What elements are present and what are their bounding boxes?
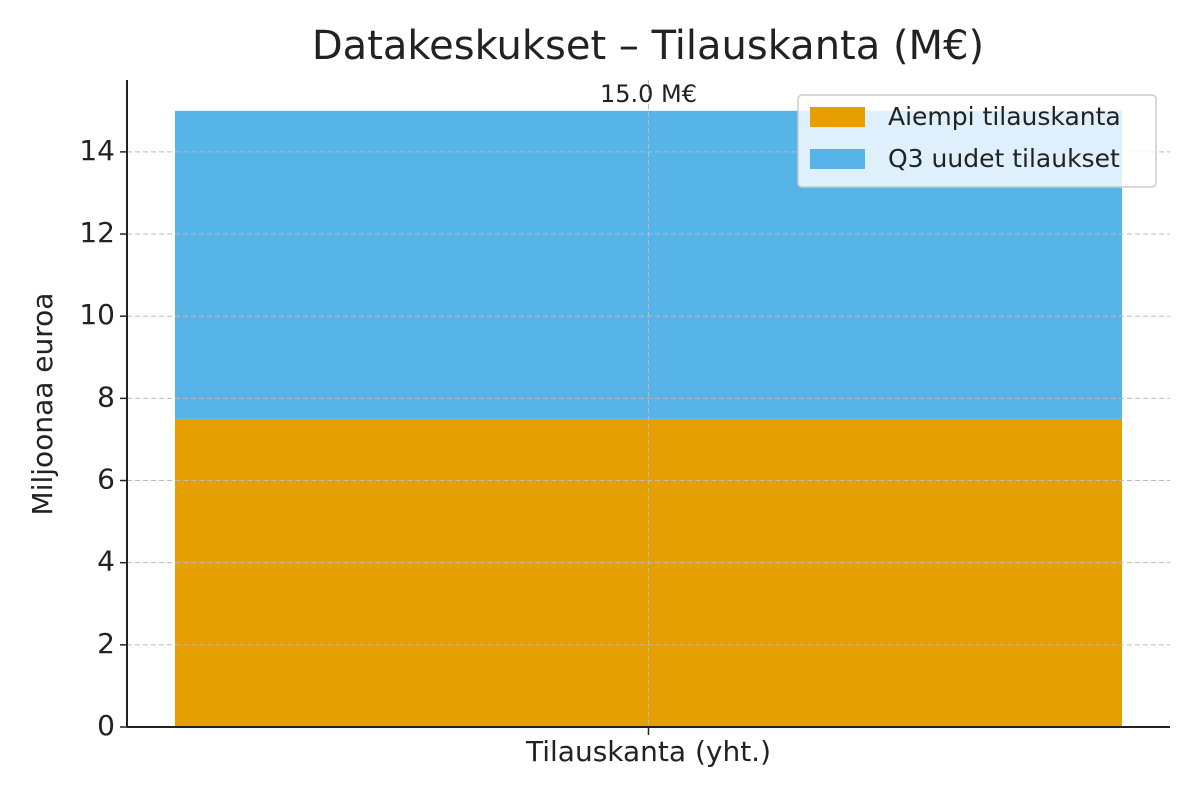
y-tick-label: 10 — [79, 298, 115, 331]
legend-label: Aiempi tilauskanta — [888, 102, 1121, 131]
y-tick-label: 2 — [97, 627, 115, 660]
y-axis-label: Miljoonaa euroa — [26, 293, 59, 516]
total-label: 15.0 M€ — [600, 80, 697, 108]
legend-swatch — [810, 149, 865, 169]
legend: Aiempi tilauskanta Q3 uudet tilaukset — [797, 94, 1157, 188]
y-tick-label: 6 — [97, 463, 115, 496]
y-tick-label: 4 — [97, 545, 115, 578]
x-tick-label: Tilauskanta (yht.) — [525, 735, 771, 768]
legend-swatch — [810, 107, 865, 127]
y-tick-label: 8 — [97, 380, 115, 413]
legend-label: Q3 uudet tilaukset — [888, 144, 1120, 173]
chart-title: Datakeskukset – Tilauskanta (M€) — [312, 23, 984, 69]
legend-box — [797, 94, 1157, 188]
y-tick-label: 14 — [79, 134, 115, 167]
y-tick-label: 0 — [97, 709, 115, 742]
y-tick-label: 12 — [79, 216, 115, 249]
